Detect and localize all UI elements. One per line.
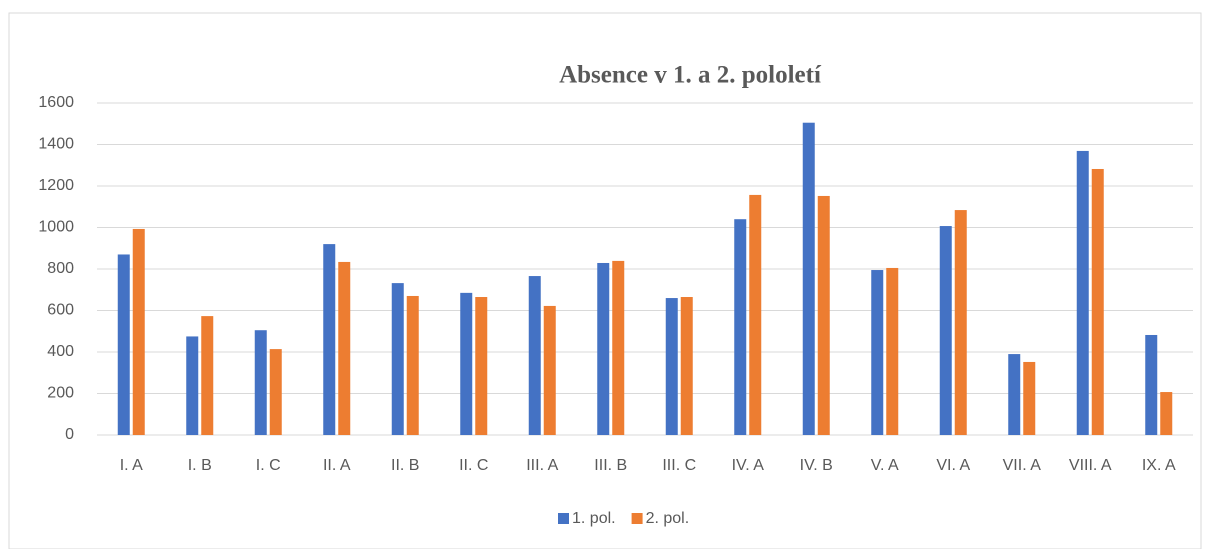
bar (954, 210, 967, 435)
legend-swatch (558, 513, 569, 524)
y-tick-label: 1000 (38, 219, 74, 236)
x-tick-label: I. C (256, 457, 281, 474)
bar (1076, 150, 1089, 435)
bar (665, 298, 678, 435)
y-tick-label: 1600 (38, 94, 74, 111)
x-tick-label: I. A (120, 457, 143, 474)
y-tick-label: 1400 (38, 136, 74, 153)
bar (391, 283, 404, 435)
bar (528, 276, 541, 435)
x-tick-label: II. B (391, 457, 419, 474)
bar (186, 336, 199, 435)
bar (460, 292, 473, 435)
x-tick-label: I. B (188, 457, 212, 474)
bar (734, 219, 747, 435)
y-tick-label: 400 (47, 343, 74, 360)
x-tick-label: IX. A (1142, 457, 1176, 474)
x-tick-label: VII. A (1003, 457, 1042, 474)
y-tick-label: 600 (47, 302, 74, 319)
y-tick-label: 1200 (38, 177, 74, 194)
x-tick-label: IV. B (800, 457, 833, 474)
bar (543, 305, 556, 435)
bar (802, 122, 815, 436)
bar (680, 297, 693, 435)
bar (323, 244, 336, 435)
x-tick-label: III. A (526, 457, 558, 474)
x-tick-label: II. A (323, 457, 351, 474)
bar (132, 228, 145, 435)
x-tick-label: III. B (594, 457, 627, 474)
bar (406, 295, 419, 435)
bar (1160, 392, 1173, 435)
x-tick-label: V. A (871, 457, 899, 474)
bar (817, 195, 830, 435)
bar (269, 349, 282, 435)
bar (1091, 168, 1104, 436)
bar (871, 270, 884, 435)
y-tick-label: 0 (65, 426, 74, 443)
bar (1145, 334, 1158, 435)
bar (749, 194, 762, 435)
bar (597, 262, 610, 435)
bar (1023, 361, 1036, 435)
x-tick-label: III. C (662, 457, 696, 474)
chart-title: Absence v 1. a 2. pololetí (559, 62, 822, 89)
bar (117, 254, 130, 435)
bar (886, 267, 899, 435)
legend-swatch (631, 513, 643, 524)
bar (1008, 354, 1021, 435)
x-tick-label: VIII. A (1069, 457, 1112, 474)
bar (338, 261, 351, 435)
legend-label: 2. pol. (646, 510, 690, 527)
bar (475, 297, 488, 435)
y-tick-label: 200 (47, 385, 74, 402)
x-tick-label: II. C (459, 457, 488, 474)
x-tick-label: VI. A (936, 457, 970, 474)
x-tick-label: IV. A (732, 457, 765, 474)
legend-label: 1. pol. (572, 510, 616, 527)
bar (612, 260, 625, 435)
bar (254, 330, 267, 435)
bar (201, 316, 214, 435)
bar (939, 226, 952, 435)
y-tick-label: 800 (47, 260, 74, 277)
